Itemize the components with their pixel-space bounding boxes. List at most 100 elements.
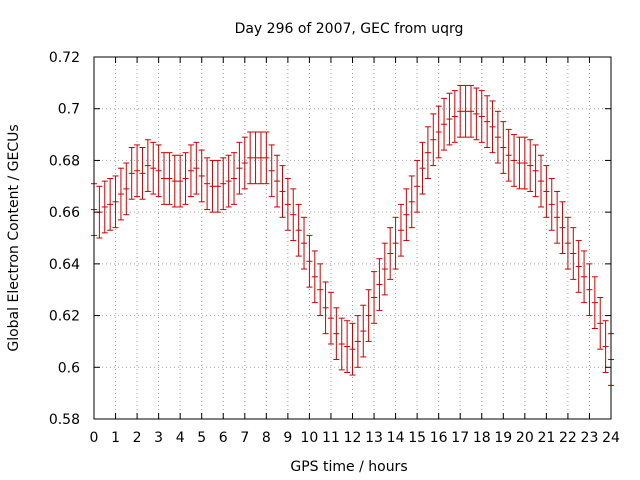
data-point [268, 144, 275, 198]
data-point [478, 90, 485, 143]
x-tick-label: 22 [559, 430, 577, 446]
data-point [564, 216, 571, 270]
data-point [344, 320, 351, 373]
error-bars [91, 84, 614, 386]
data-point [247, 131, 254, 185]
data-point [457, 84, 464, 138]
data-point [214, 159, 221, 213]
data-point [602, 320, 609, 373]
data-point [231, 152, 238, 205]
x-tick-label: 11 [322, 430, 340, 446]
data-point [581, 250, 588, 304]
y-tick-label: 0.64 [49, 257, 80, 273]
x-axis-label: GPS time / hours [290, 459, 407, 475]
data-point [441, 97, 448, 151]
data-point [575, 240, 582, 293]
x-tick-label: 10 [301, 430, 319, 446]
x-tick-label: 18 [473, 430, 491, 446]
data-point [473, 87, 480, 141]
data-point [123, 162, 130, 216]
data-point [117, 167, 124, 221]
data-point [301, 216, 308, 270]
data-point [193, 141, 200, 195]
data-point [295, 203, 302, 257]
data-point [236, 141, 243, 195]
data-point [554, 190, 561, 244]
x-tick-label: 12 [344, 430, 362, 446]
data-point [204, 157, 211, 211]
y-tick-label: 0.6 [58, 360, 80, 376]
data-point [392, 216, 399, 270]
data-point [548, 178, 555, 231]
data-point [317, 263, 324, 317]
data-point [408, 175, 415, 229]
data-point [419, 141, 426, 195]
x-tick-label: 9 [283, 430, 292, 446]
y-tick-label: 0.66 [49, 205, 80, 221]
data-point [177, 154, 184, 208]
data-point [161, 152, 168, 205]
y-tick-labels: 0.58 0.6 0.62 0.64 0.66 0.68 0.7 0.72 [49, 50, 80, 428]
data-point [462, 84, 469, 138]
data-point [543, 165, 550, 218]
x-tick-label: 3 [154, 430, 163, 446]
data-point [284, 178, 291, 231]
data-point [484, 95, 491, 148]
x-tick-labels: 0 1 2 3 4 5 6 7 8 9 10 11 12 13 14 15 16 17 18 19 20 21 22 23 24 [90, 430, 620, 446]
x-tick-label: 7 [240, 430, 249, 446]
y-tick-label: 0.62 [49, 309, 80, 325]
data-point [570, 227, 577, 280]
x-tick-label: 2 [133, 430, 142, 446]
data-point [500, 121, 507, 174]
data-point [134, 144, 141, 198]
data-point [274, 154, 281, 208]
data-point [586, 263, 593, 317]
data-point [311, 250, 318, 304]
x-tick-label: 14 [387, 430, 405, 446]
data-point [451, 90, 458, 143]
y-tick-label: 0.7 [58, 102, 80, 118]
data-point [365, 289, 372, 342]
x-tick-label: 20 [516, 430, 534, 446]
x-tick-label: 4 [176, 430, 185, 446]
data-point [424, 126, 431, 180]
data-point [279, 165, 286, 218]
data-point [220, 157, 227, 211]
data-point [263, 131, 270, 185]
x-tick-label: 1 [111, 430, 120, 446]
data-point [494, 110, 501, 164]
data-point [489, 100, 496, 154]
data-point [527, 139, 534, 192]
data-point [397, 203, 404, 257]
data-point [446, 92, 453, 146]
data-point [516, 136, 523, 190]
data-point [521, 136, 528, 190]
x-tick-label: 23 [581, 430, 599, 446]
chart-title: Day 296 of 2007, GEC from uqrg [235, 21, 464, 37]
y-tick-label: 0.72 [49, 50, 80, 66]
x-tick-label: 0 [90, 430, 99, 446]
x-tick-label: 6 [219, 430, 228, 446]
data-point [155, 144, 162, 198]
y-tick-label: 0.68 [49, 153, 80, 169]
data-point [252, 131, 259, 185]
data-point [166, 152, 173, 205]
data-point [209, 159, 216, 213]
data-point [257, 131, 264, 185]
data-point [430, 113, 437, 167]
data-point [349, 322, 356, 376]
data-point [198, 149, 205, 203]
data-point [414, 159, 421, 213]
y-axis-label: Global Electron Content / GECUs [6, 124, 22, 351]
data-point [150, 141, 157, 195]
data-point [591, 276, 598, 329]
x-tick-label: 19 [494, 430, 512, 446]
x-tick-label: 8 [262, 430, 271, 446]
data-point [597, 296, 604, 350]
data-point [381, 242, 388, 296]
axis-ticks [93, 56, 612, 420]
data-point [403, 188, 410, 242]
data-point [182, 152, 189, 205]
